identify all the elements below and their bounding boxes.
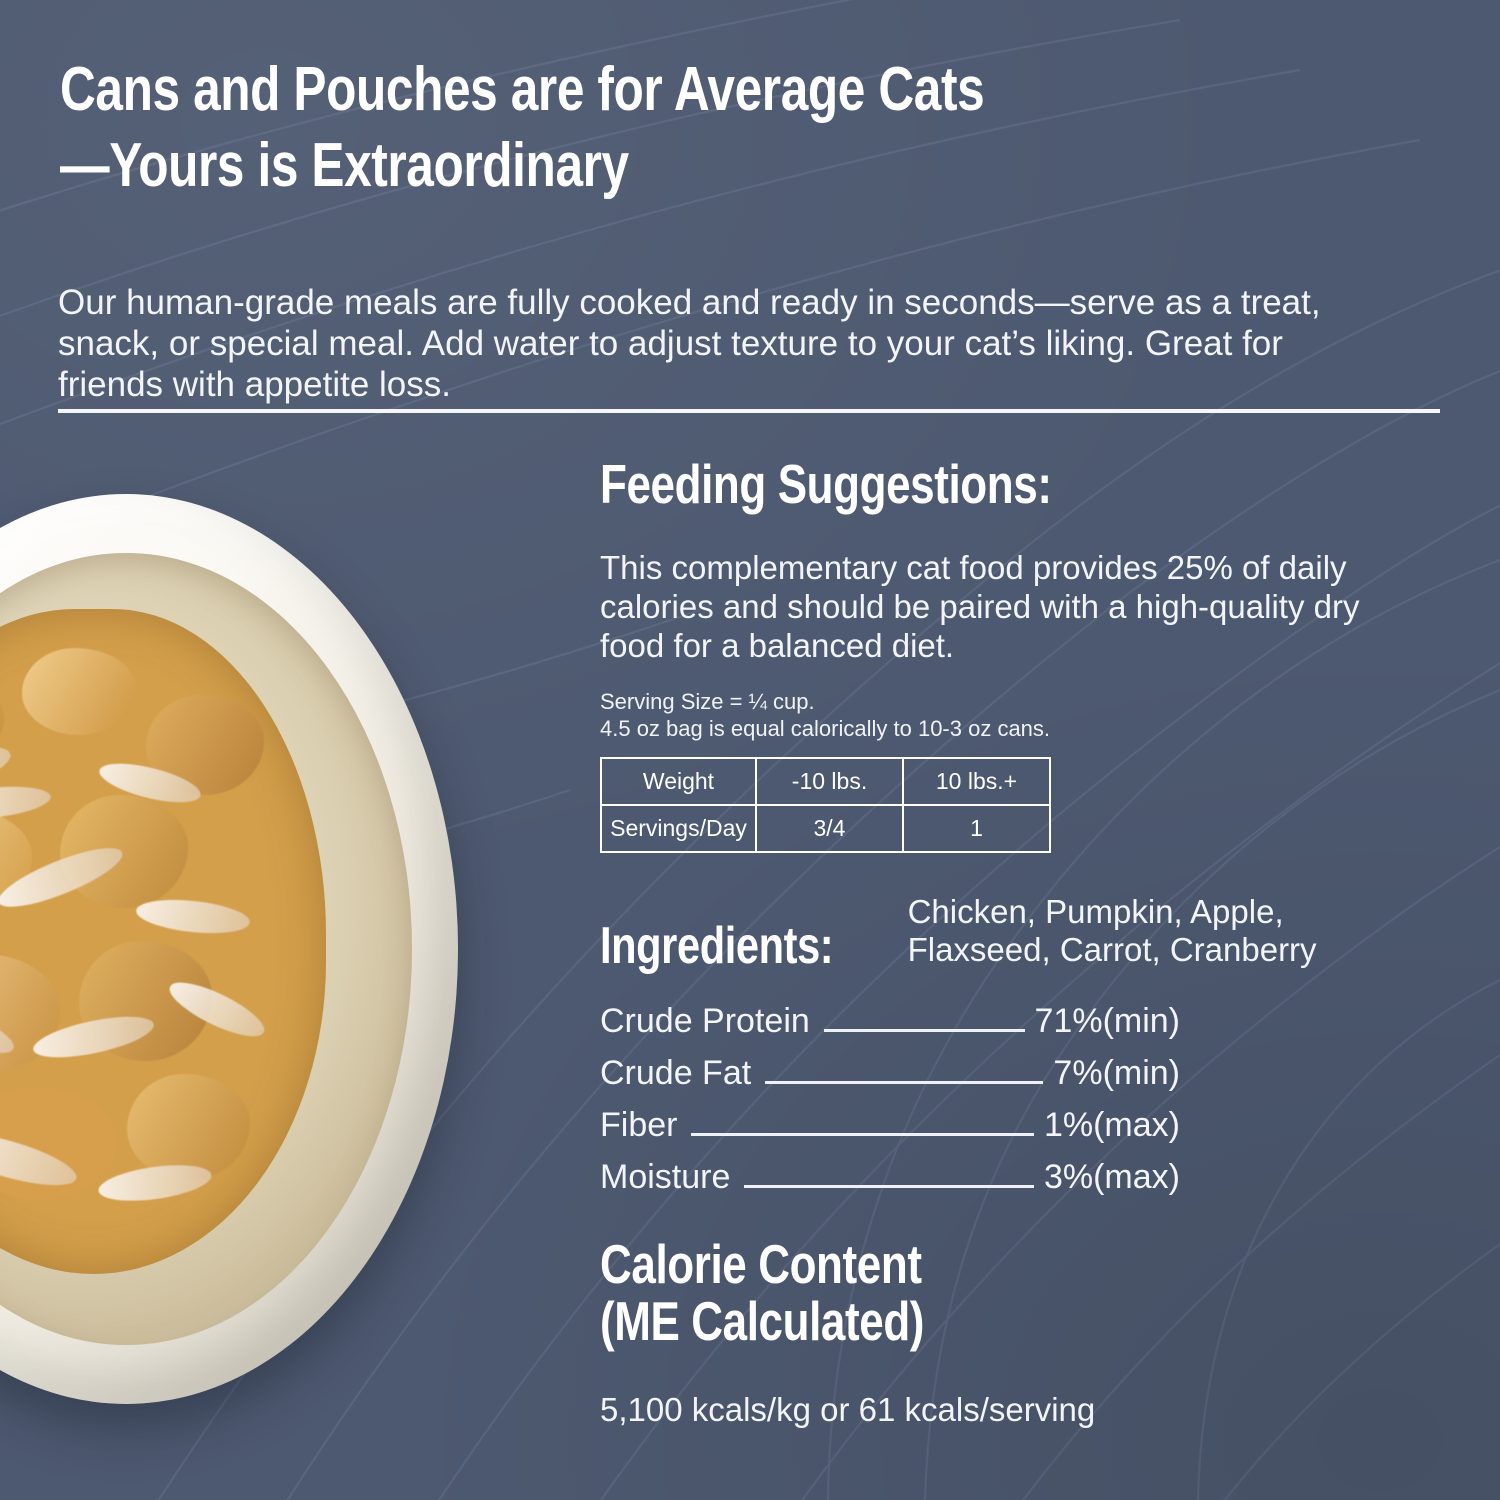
bowl-interior: [0, 553, 412, 1345]
guaranteed-analysis: Crude Protein 71%(min) Crude Fat 7%(min)…: [600, 1002, 1180, 1210]
food-bowl-photo: [0, 494, 458, 1424]
analysis-value: 7%(min): [1053, 1054, 1180, 1092]
ingredients-line-1: Chicken, Pumpkin, Apple,: [907, 893, 1284, 930]
feeding-suggestions-section: Feeding Suggestions:: [600, 455, 1400, 513]
calorie-content-section: Calorie Content (ME Calculated): [600, 1236, 1400, 1350]
analysis-name: Fiber: [600, 1106, 678, 1144]
feeding-table: Weight -10 lbs. 10 lbs.+ Servings/Day 3/…: [600, 757, 1051, 853]
food-mound: [0, 608, 326, 1274]
feeding-table-wrap: Weight -10 lbs. 10 lbs.+ Servings/Day 3/…: [600, 757, 1400, 853]
feeding-suggestions-heading: Feeding Suggestions:: [600, 453, 1052, 515]
analysis-value: 71%(min): [1034, 1002, 1180, 1040]
table-cell: -10 lbs.: [755, 757, 904, 806]
table-cell: Weight: [600, 757, 757, 806]
intro-paragraph: Our human-grade meals are fully cooked a…: [58, 283, 1321, 404]
headline-line-2: —Yours is Extraordinary: [60, 131, 629, 200]
ingredients-section: Ingredients: Chicken, Pumpkin, Apple, Fl…: [600, 893, 1400, 975]
table-cell: 1: [902, 804, 1051, 853]
leader-line: [691, 1133, 1034, 1136]
feeding-description: This complementary cat food provides 25%…: [600, 549, 1360, 664]
calorie-heading-line-2: (ME Calculated): [600, 1290, 925, 1352]
analysis-row: Moisture 3%(max): [600, 1158, 1180, 1210]
leader-line: [744, 1185, 1034, 1188]
headline: Cans and Pouches are for Average Cats —Y…: [60, 52, 1460, 204]
analysis-value: 1%(max): [1043, 1106, 1180, 1144]
table-cell: 10 lbs.+: [902, 757, 1051, 806]
serving-size-note: Serving Size = ¼ cup. 4.5 oz bag is equa…: [600, 688, 1400, 742]
analysis-name: Moisture: [600, 1158, 731, 1196]
analysis-value: 3%(max): [1043, 1158, 1180, 1196]
analysis-row: Crude Fat 7%(min): [600, 1054, 1180, 1106]
analysis-name: Crude Fat: [600, 1054, 752, 1092]
section-divider: [58, 409, 1440, 413]
ingredients-label: Ingredients:: [600, 917, 834, 975]
analysis-row: Fiber 1%(max): [600, 1106, 1180, 1158]
leader-line: [823, 1029, 1025, 1032]
leader-line: [765, 1081, 1044, 1084]
table-cell: 3/4: [755, 804, 904, 853]
calorie-heading-line-1: Calorie Content: [600, 1233, 922, 1295]
serving-size-line-2: 4.5 oz bag is equal calorically to 10-3 …: [600, 716, 1051, 741]
table-row: Servings/Day 3/4 1: [600, 804, 1051, 853]
analysis-row: Crude Protein 71%(min): [600, 1002, 1180, 1054]
headline-line-1: Cans and Pouches are for Average Cats: [60, 55, 985, 124]
calorie-value: 5,100 kcals/kg or 61 kcals/serving: [600, 1391, 1096, 1428]
ingredients-line-2: Flaxseed, Carrot, Cranberry: [907, 931, 1317, 968]
table-cell: Servings/Day: [600, 804, 757, 853]
analysis-name: Crude Protein: [600, 1002, 810, 1040]
bowl-shape: [0, 494, 458, 1404]
table-row: Weight -10 lbs. 10 lbs.+: [600, 757, 1051, 806]
serving-size-line-1: Serving Size = ¼ cup.: [600, 689, 815, 714]
ingredients-list: Chicken, Pumpkin, Apple, Flaxseed, Carro…: [892, 893, 1317, 971]
